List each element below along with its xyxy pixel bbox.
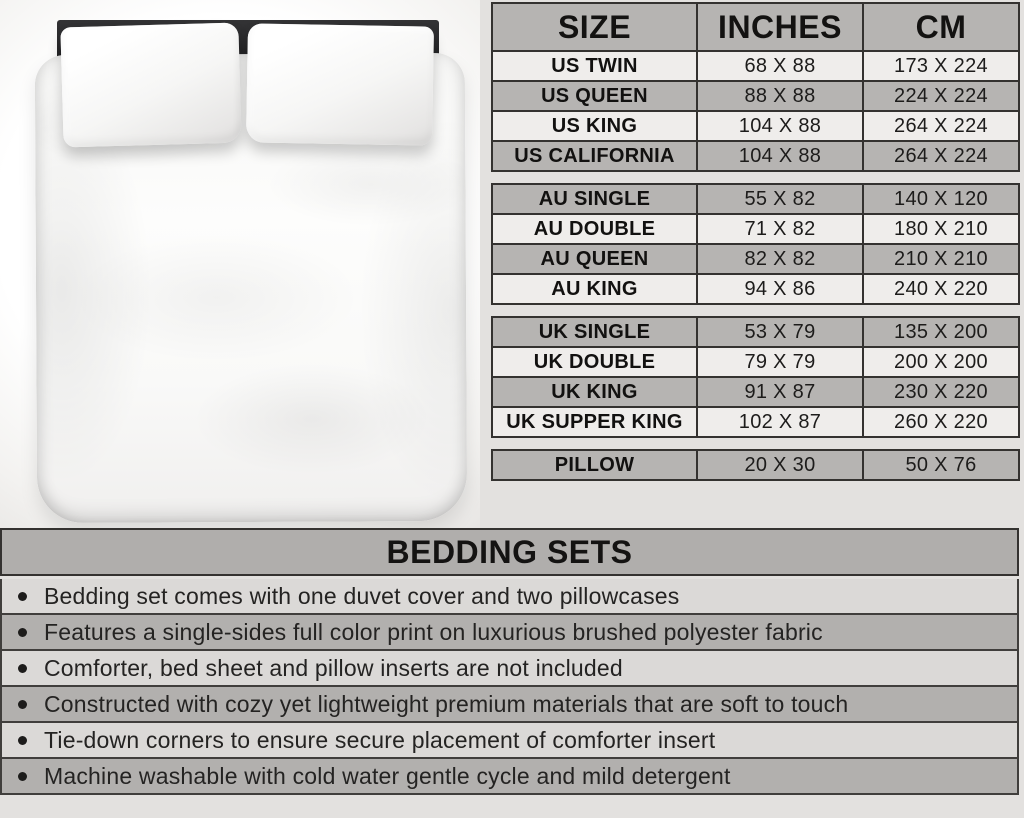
details-title: BEDDING SETS xyxy=(386,533,633,570)
detail-text: Tie-down corners to ensure secure placem… xyxy=(44,726,716,753)
table-header-row: SIZE INCHES CM xyxy=(493,4,1018,50)
table-row-uk-king: UK KING 91 X 87 230 X 220 xyxy=(493,376,1018,406)
table-row-au-king: AU KING 94 X 86 240 X 220 xyxy=(493,273,1018,303)
inches-cell: 20 X 30 xyxy=(696,451,862,479)
detail-row: Comforter, bed sheet and pillow inserts … xyxy=(0,651,1019,687)
table-row-uk-double: UK DOUBLE 79 X 79 200 X 200 xyxy=(493,346,1018,376)
cm-cell: 200 X 200 xyxy=(862,348,1018,376)
table-row-us-queen: US QUEEN 88 X 88 224 X 224 xyxy=(493,80,1018,110)
size-cell: AU SINGLE xyxy=(538,187,651,210)
inches-cell: 53 X 79 xyxy=(696,318,862,346)
table-row-au-queen: AU QUEEN 82 X 82 210 X 210 xyxy=(493,243,1018,273)
size-table-group-pillow: PILLOW 20 X 30 50 X 76 xyxy=(491,449,1020,481)
column-header-size: SIZE xyxy=(557,8,632,45)
table-row-uk-single: UK SINGLE 53 X 79 135 X 200 xyxy=(493,318,1018,346)
details-section: BEDDING SETS Bedding set comes with one … xyxy=(0,528,1019,795)
cm-cell: 140 X 120 xyxy=(862,185,1018,213)
table-row-us-california: US CALIFORNIA 104 X 88 264 X 224 xyxy=(493,140,1018,170)
column-header-cm: CM xyxy=(862,4,1018,50)
inches-cell: 91 X 87 xyxy=(696,378,862,406)
inches-cell: 104 X 88 xyxy=(696,112,862,140)
inches-cell: 88 X 88 xyxy=(696,82,862,110)
cm-cell: 264 X 224 xyxy=(862,142,1018,170)
bed-photo xyxy=(0,0,480,532)
table-row-au-double: AU DOUBLE 71 X 82 180 X 210 xyxy=(493,213,1018,243)
cm-cell: 135 X 200 xyxy=(862,318,1018,346)
table-row-au-single: AU SINGLE 55 X 82 140 X 120 xyxy=(493,185,1018,213)
size-cell: PILLOW xyxy=(554,453,635,476)
size-cell: US CALIFORNIA xyxy=(514,144,675,167)
cm-cell: 264 X 224 xyxy=(862,112,1018,140)
detail-row: Bedding set comes with one duvet cover a… xyxy=(0,579,1019,615)
cm-cell: 173 X 224 xyxy=(862,52,1018,80)
details-title-bar: BEDDING SETS xyxy=(0,528,1019,576)
bullet-icon xyxy=(18,771,27,781)
pillow-left xyxy=(60,22,242,148)
size-cell: UK SINGLE xyxy=(538,320,651,343)
size-table-group-us: SIZE INCHES CM US TWIN 68 X 88 173 X 224… xyxy=(491,2,1020,172)
detail-text: Bedding set comes with one duvet cover a… xyxy=(44,582,680,609)
pillow-right xyxy=(245,23,435,146)
table-row-us-twin: US TWIN 68 X 88 173 X 224 xyxy=(493,50,1018,80)
inches-cell: 94 X 86 xyxy=(696,275,862,303)
table-row-pillow: PILLOW 20 X 30 50 X 76 xyxy=(493,451,1018,479)
bullet-icon xyxy=(18,735,27,745)
size-cell: UK SUPPER KING xyxy=(506,410,683,433)
detail-text: Constructed with cozy yet lightweight pr… xyxy=(44,690,849,717)
bullet-icon xyxy=(18,627,27,637)
detail-row: Machine washable with cold water gentle … xyxy=(0,759,1019,795)
inches-cell: 79 X 79 xyxy=(696,348,862,376)
detail-row: Constructed with cozy yet lightweight pr… xyxy=(0,687,1019,723)
cm-cell: 210 X 210 xyxy=(862,245,1018,273)
size-cell: AU DOUBLE xyxy=(533,217,656,240)
inches-cell: 104 X 88 xyxy=(696,142,862,170)
column-header-inches: INCHES xyxy=(696,4,862,50)
detail-text: Machine washable with cold water gentle … xyxy=(44,762,731,789)
inches-cell: 82 X 82 xyxy=(696,245,862,273)
size-cell: AU KING xyxy=(551,277,638,300)
size-cell: US QUEEN xyxy=(541,84,648,107)
size-cell: UK DOUBLE xyxy=(533,350,656,373)
cm-cell: 240 X 220 xyxy=(862,275,1018,303)
inches-cell: 71 X 82 xyxy=(696,215,862,243)
cm-cell: 180 X 210 xyxy=(862,215,1018,243)
size-cell: UK KING xyxy=(551,380,638,403)
bullet-icon xyxy=(18,663,27,673)
size-cell: US TWIN xyxy=(551,54,638,77)
detail-row: Features a single-sides full color print… xyxy=(0,615,1019,651)
detail-text: Features a single-sides full color print… xyxy=(44,618,823,645)
detail-row: Tie-down corners to ensure secure placem… xyxy=(0,723,1019,759)
cm-cell: 50 X 76 xyxy=(862,451,1018,479)
size-table-group-au: AU SINGLE 55 X 82 140 X 120 AU DOUBLE 71… xyxy=(491,183,1020,305)
size-cell: US KING xyxy=(551,114,638,137)
cm-cell: 230 X 220 xyxy=(862,378,1018,406)
inches-cell: 102 X 87 xyxy=(696,408,862,436)
size-table: SIZE INCHES CM US TWIN 68 X 88 173 X 224… xyxy=(491,2,1020,492)
table-row-us-king: US KING 104 X 88 264 X 224 xyxy=(493,110,1018,140)
bullet-icon xyxy=(18,591,27,601)
bullet-icon xyxy=(18,699,27,709)
inches-cell: 55 X 82 xyxy=(696,185,862,213)
detail-text: Comforter, bed sheet and pillow inserts … xyxy=(44,654,623,681)
inches-cell: 68 X 88 xyxy=(696,52,862,80)
cm-cell: 260 X 220 xyxy=(862,408,1018,436)
size-cell: AU QUEEN xyxy=(540,247,649,270)
cm-cell: 224 X 224 xyxy=(862,82,1018,110)
table-row-uk-supper-king: UK SUPPER KING 102 X 87 260 X 220 xyxy=(493,406,1018,436)
size-table-group-uk: UK SINGLE 53 X 79 135 X 200 UK DOUBLE 79… xyxy=(491,316,1020,438)
